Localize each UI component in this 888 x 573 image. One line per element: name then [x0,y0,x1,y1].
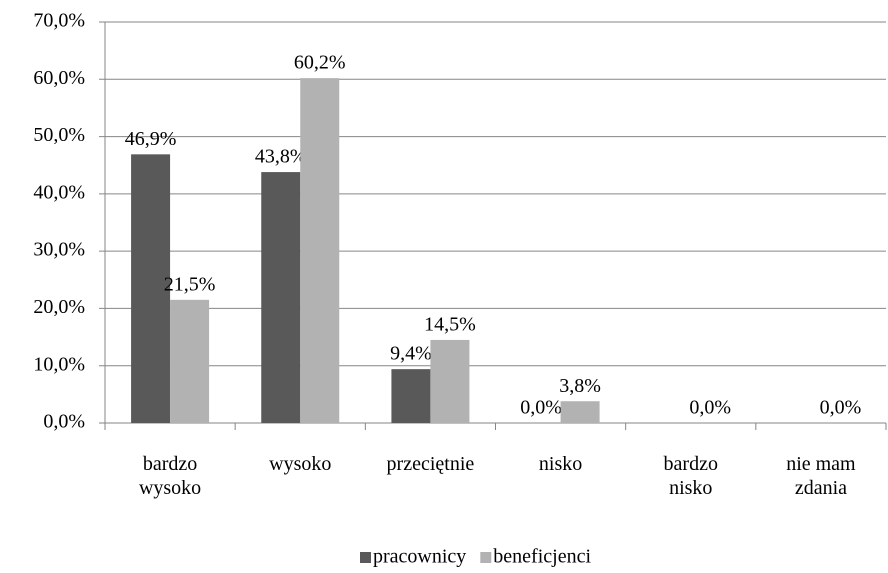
legend-label: pracownicy [373,546,466,568]
data-label: 0,0% [689,397,731,419]
legend-label: beneficjenci [493,546,591,568]
x-tick-label: przeciętnie [386,453,475,475]
y-tick-label: 40,0% [33,181,85,203]
bar [131,154,171,423]
bar [391,369,431,423]
x-tick-label: nisko [538,453,583,475]
data-label: 14,5% [424,314,476,336]
data-label: 0,0% [820,397,862,419]
y-tick-label: 70,0% [33,10,85,32]
data-label: 43,8% [255,146,307,168]
data-label: 0,0% [520,397,562,419]
bar [560,401,600,423]
legend-swatch [480,552,492,563]
data-label: 21,5% [164,273,216,295]
x-tick-label: wysoko [269,453,332,475]
x-tick-label: bardzo nisko [663,453,718,499]
bar [430,339,470,423]
data-label: 9,4% [390,343,432,365]
data-label: 3,8% [559,375,601,397]
y-tick-label: 60,0% [33,67,85,89]
y-tick-label: 10,0% [33,353,85,375]
data-label: 46,9% [125,128,177,150]
bar [261,172,301,423]
y-tick-label: 0,0% [43,411,85,433]
x-tick-label: nie mam zdania [786,453,856,499]
y-tick-label: 30,0% [33,239,85,261]
legend-swatch [360,552,371,563]
bar [300,78,340,423]
data-label: 60,2% [294,52,346,74]
y-tick-label: 20,0% [33,296,85,318]
x-tick-label: bardzo wysoko [138,453,202,499]
bar [170,299,210,423]
y-tick-label: 50,0% [33,124,85,146]
